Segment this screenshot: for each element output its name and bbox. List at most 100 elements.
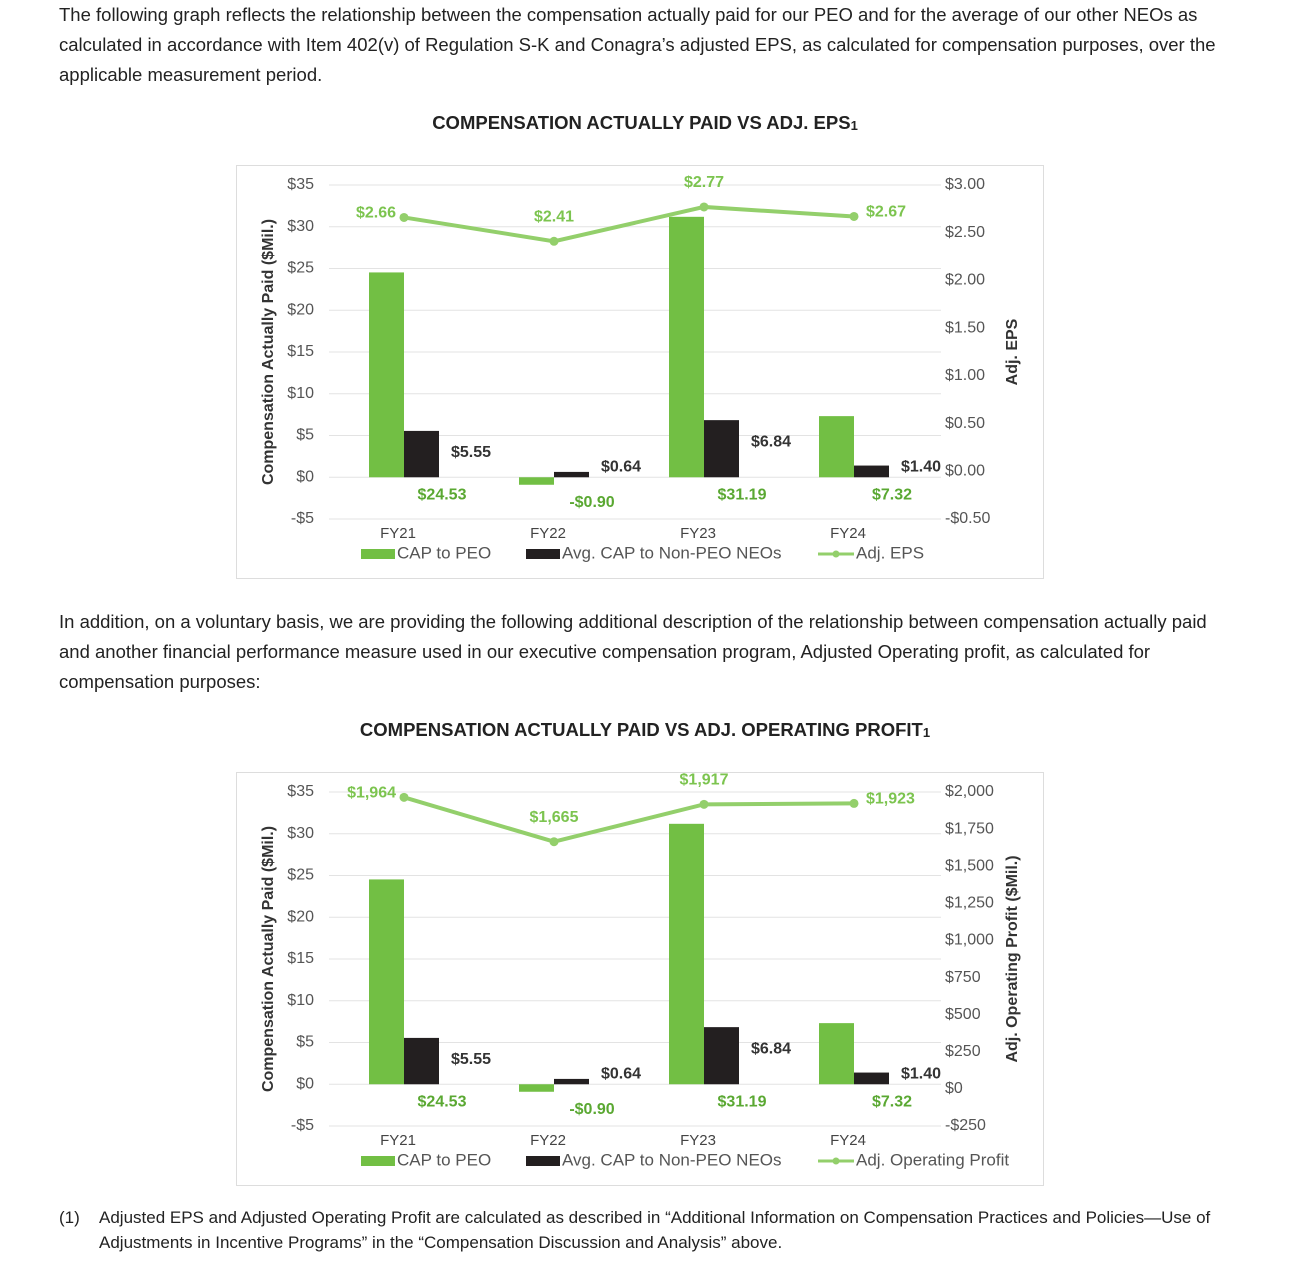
data-label: $5.55: [451, 1051, 491, 1068]
y-tick-label: $15: [287, 950, 314, 967]
y2-tick-label: $250: [945, 1043, 981, 1060]
chart-title: COMPENSATION ACTUALLY PAID VS ADJ. EPS1: [0, 112, 1290, 134]
y2-tick-label: $1,500: [945, 857, 994, 874]
chart: -$5 $0 $5 $10 $15 $20 $25 $30 $35 -$0.50 $0.00 $0.5…: [260, 174, 1021, 562]
legend-swatch-dot: [832, 550, 840, 558]
y2-tick-label: $0.00: [945, 463, 985, 480]
chart-box: -$5 $0 $5 $10 $15 $20 $25 $30 $35 -$0.50 $0.00 $0.5…: [236, 165, 1044, 579]
y2-tick-label: $2.50: [945, 224, 985, 241]
y2-tick-label: $2,000: [945, 783, 994, 800]
y-tick-label: $25: [287, 260, 314, 277]
line: [403, 795, 855, 844]
y-tick-label: $15: [287, 343, 314, 360]
data-label: $2.66: [356, 205, 396, 222]
bar: [519, 477, 554, 485]
data-label: $1,665: [530, 809, 579, 826]
line-point: [849, 211, 859, 221]
y-tick-label: -$5: [291, 510, 314, 527]
line-point: [549, 837, 559, 847]
y-tick-label: $10: [287, 385, 314, 402]
y2-tick-label: $0: [945, 1080, 963, 1097]
x-tick-label: FY23: [680, 525, 716, 542]
bar: [669, 823, 704, 1085]
chart-title: COMPENSATION ACTUALLY PAID VS ADJ. OPERA…: [0, 719, 1290, 741]
paragraph: The following graph reflects the relatio…: [59, 4, 1216, 85]
footnote-text: Adjusted EPS and Adjusted Operating Prof…: [99, 1208, 1211, 1252]
y2-tick-label: $750: [945, 969, 981, 986]
data-label: $2.67: [866, 204, 906, 221]
y2-tick-label: $1,250: [945, 895, 994, 912]
legend-swatch: [526, 549, 560, 559]
data-label: $24.53: [418, 1093, 467, 1110]
y2-axis-label: Adj. Operating Profit ($Mil.): [1004, 855, 1021, 1062]
line-point: [849, 798, 859, 808]
bar: [819, 1023, 854, 1085]
data-label: $1,923: [866, 791, 915, 808]
legend-label: CAP to PEO: [397, 543, 491, 562]
legend-swatch-dot: [832, 1157, 840, 1165]
y-tick-label: $30: [287, 825, 314, 842]
bar: [369, 879, 404, 1085]
data-label: $2.41: [534, 209, 574, 226]
x-tick-label: FY24: [830, 1132, 866, 1149]
data-label: $1.40: [901, 458, 941, 475]
data-label: $31.19: [718, 1093, 767, 1110]
y2-tick-label: -$0.50: [945, 510, 990, 527]
legend-swatch: [361, 549, 395, 559]
bar: [554, 1078, 589, 1085]
x-tick-label: FY21: [380, 525, 416, 542]
data-label: -$0.90: [569, 494, 614, 511]
legend-swatch: [361, 1156, 395, 1166]
bar: [854, 1072, 889, 1085]
y-tick-label: $35: [287, 783, 314, 800]
legend-label: Adj. EPS: [856, 543, 924, 562]
y2-tick-label: $1.50: [945, 319, 985, 336]
bar: [704, 420, 739, 478]
line-point: [549, 236, 559, 246]
y-axis-label: Compensation Actually Paid ($Mil.): [260, 219, 277, 485]
y-tick-label: $20: [287, 908, 314, 925]
y2-tick-label: $0.50: [945, 415, 985, 432]
y-tick-label: $0: [296, 1075, 314, 1092]
legend-swatch: [526, 1156, 560, 1166]
y-tick-label: $35: [287, 176, 314, 193]
data-label: $1.40: [901, 1065, 941, 1082]
data-label: $6.84: [751, 1040, 791, 1057]
y-axis-label: Compensation Actually Paid ($Mil.): [260, 826, 277, 1092]
line-point: [699, 799, 709, 809]
y2-tick-label: $1,000: [945, 932, 994, 949]
x-tick-label: FY24: [830, 525, 866, 542]
line: [403, 204, 855, 244]
data-label: $31.19: [718, 486, 767, 503]
line-point: [399, 212, 409, 222]
data-label: $24.53: [418, 486, 467, 503]
y2-tick-label: $1,750: [945, 820, 994, 837]
data-label: $5.55: [451, 444, 491, 461]
y2-tick-label: $500: [945, 1006, 981, 1023]
y2-tick-label: $1.00: [945, 367, 985, 384]
x-tick-label: FY22: [530, 525, 566, 542]
data-label: -$0.90: [569, 1101, 614, 1118]
y2-tick-label: $3.00: [945, 176, 985, 193]
y-tick-label: $30: [287, 218, 314, 235]
data-label: $1,964: [347, 785, 396, 802]
bar: [704, 1027, 739, 1085]
legend-label: CAP to PEO: [397, 1150, 491, 1169]
bar: [854, 465, 889, 478]
chart: -$5 $0 $5 $10 $15 $20 $25 $30 $35 -$250 $0 $250 $500…: [260, 773, 1021, 1169]
y-tick-label: $25: [287, 867, 314, 884]
legend-label: Avg. CAP to Non-PEO NEOs: [562, 543, 782, 562]
legend-label: Avg. CAP to Non-PEO NEOs: [562, 1150, 782, 1169]
data-label: $1,917: [680, 773, 729, 789]
data-label: $7.32: [872, 486, 912, 503]
y-tick-label: $10: [287, 992, 314, 1009]
y-tick-label: $5: [296, 1034, 314, 1051]
y-tick-label: $5: [296, 427, 314, 444]
y2-tick-label: $2.00: [945, 272, 985, 289]
data-label: $7.32: [872, 1093, 912, 1110]
y-tick-label: $0: [296, 468, 314, 485]
footnote-marker: (1): [59, 1208, 80, 1227]
bar: [404, 430, 439, 478]
x-tick-label: FY22: [530, 1132, 566, 1149]
title-note: 1: [922, 725, 931, 740]
